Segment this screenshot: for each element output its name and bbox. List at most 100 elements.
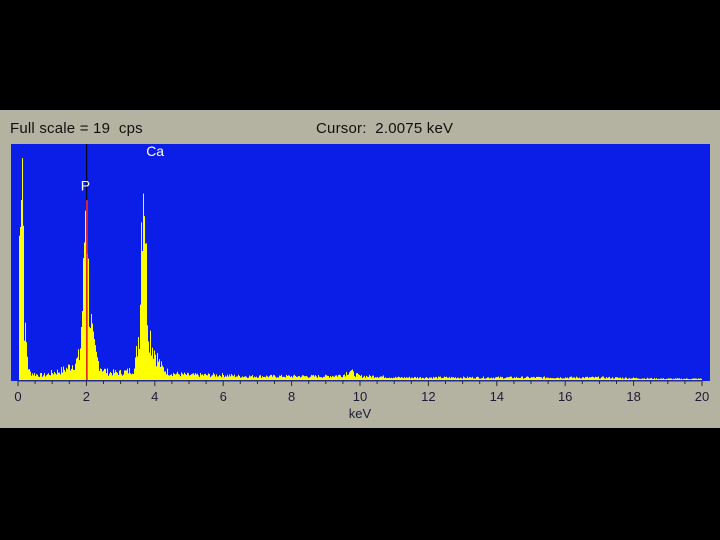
spectrum-channel xyxy=(55,373,56,380)
spectrum-channel xyxy=(604,378,605,380)
spectrum-channel xyxy=(543,376,544,380)
spectrum-channel xyxy=(129,368,130,380)
spectrum-channel xyxy=(19,235,20,380)
spectrum-channel xyxy=(417,377,418,380)
spectrum-channel xyxy=(209,374,210,380)
spectrum-channel xyxy=(395,376,396,380)
spectrum-channel xyxy=(252,374,253,380)
spectrum-channel xyxy=(103,370,104,380)
spectrum-channel xyxy=(571,376,572,380)
spectrum-channel xyxy=(399,377,400,380)
spectrum-channel xyxy=(694,378,695,380)
plot-area[interactable] xyxy=(11,144,710,381)
spectrum-channel xyxy=(322,377,323,380)
spectrum-channel xyxy=(245,376,246,380)
spectrum-channel xyxy=(330,376,331,380)
spectrum-channel xyxy=(299,376,300,380)
spectrum-channel xyxy=(266,375,267,380)
spectrum-channel xyxy=(325,374,326,380)
spectrum-channel xyxy=(48,373,49,380)
spectrum-channel xyxy=(517,377,518,380)
spectrum-channel xyxy=(80,348,81,380)
spectrum-channel xyxy=(273,374,274,380)
spectrum-channel xyxy=(689,379,690,380)
spectrum-channel xyxy=(45,376,46,380)
spectrum-channel xyxy=(293,375,294,380)
spectrum-channel xyxy=(34,373,35,380)
spectrum-channel xyxy=(685,378,686,380)
spectrum-channel xyxy=(161,361,162,380)
spectrum-channel xyxy=(560,377,561,380)
spectrum-channel xyxy=(327,375,328,380)
spectrum-channel xyxy=(550,377,551,380)
eds-spectrum-chart[interactable]: P Ca 0 2 4 6 8 10 12 14 16 18 20 keV xyxy=(0,110,720,428)
spectrum-channel xyxy=(428,378,429,380)
spectrum-channel xyxy=(280,376,281,380)
spectrum-channel xyxy=(94,339,95,380)
spectrum-channel xyxy=(613,378,614,380)
spectrum-channel xyxy=(285,377,286,380)
spectrum-channel xyxy=(621,378,622,380)
spectrum-channel xyxy=(76,358,77,380)
spectrum-channel xyxy=(565,377,566,380)
spectrum-channel xyxy=(425,377,426,380)
spectrum-channel xyxy=(385,377,386,380)
spectrum-channel xyxy=(526,376,527,380)
spectrum-channel xyxy=(586,377,587,380)
spectrum-channel xyxy=(112,375,113,380)
spectrum-channel xyxy=(498,376,499,380)
spectrum-channel xyxy=(687,378,688,380)
spectrum-channel xyxy=(684,378,685,380)
spectrum-channel xyxy=(481,378,482,380)
spectrum-channel xyxy=(162,365,163,380)
spectrum-channel xyxy=(329,377,330,380)
spectrum-channel xyxy=(278,377,279,380)
spectrum-channel xyxy=(416,378,417,380)
spectrum-channel xyxy=(624,378,625,380)
spectrum-channel xyxy=(219,374,220,380)
x-tick-label: 18 xyxy=(626,389,640,404)
spectrum-channel xyxy=(484,378,485,380)
spectrum-channel xyxy=(93,331,94,380)
spectrum-channel xyxy=(186,374,187,380)
spectrum-channel xyxy=(355,376,356,380)
spectrum-channel xyxy=(394,377,395,380)
spectrum-channel xyxy=(64,369,65,380)
spectrum-channel xyxy=(368,376,369,380)
spectrum-channel xyxy=(557,377,558,380)
spectrum-channel xyxy=(187,372,188,380)
spectrum-channel xyxy=(135,357,136,380)
spectrum-channel xyxy=(575,378,576,380)
spectrum-channel xyxy=(215,376,216,380)
spectrum-channel xyxy=(271,374,272,380)
spectrum-channel xyxy=(654,377,655,380)
spectrum-channel xyxy=(120,369,121,380)
spectrum-channel xyxy=(38,376,39,380)
spectrum-channel xyxy=(392,378,393,380)
spectrum-channel xyxy=(98,361,99,380)
spectrum-channel xyxy=(51,370,52,380)
spectrum-channel xyxy=(389,377,390,380)
spectrum-channel xyxy=(332,375,333,380)
spectrum-channel xyxy=(506,377,507,380)
spectrum-channel xyxy=(157,353,158,380)
spectrum-channel xyxy=(28,369,29,380)
spectrum-channel xyxy=(462,378,463,380)
spectrum-channel xyxy=(202,374,203,380)
spectrum-channel xyxy=(570,376,571,380)
spectrum-channel xyxy=(247,377,248,380)
spectrum-channel xyxy=(682,379,683,380)
spectrum-channel xyxy=(169,375,170,380)
spectrum-channel xyxy=(594,377,595,380)
spectrum-channel xyxy=(95,345,96,380)
spectrum-channel xyxy=(369,374,370,380)
spectrum-channel xyxy=(312,375,313,380)
spectrum-channel xyxy=(346,372,347,380)
spectrum-channel xyxy=(352,369,353,380)
spectrum-channel xyxy=(49,374,50,380)
spectrum-channel xyxy=(277,377,278,380)
spectrum-channel xyxy=(205,373,206,380)
spectrum-channel xyxy=(274,375,275,380)
spectrum-channel xyxy=(461,378,462,380)
spectrum-channel xyxy=(141,222,142,380)
